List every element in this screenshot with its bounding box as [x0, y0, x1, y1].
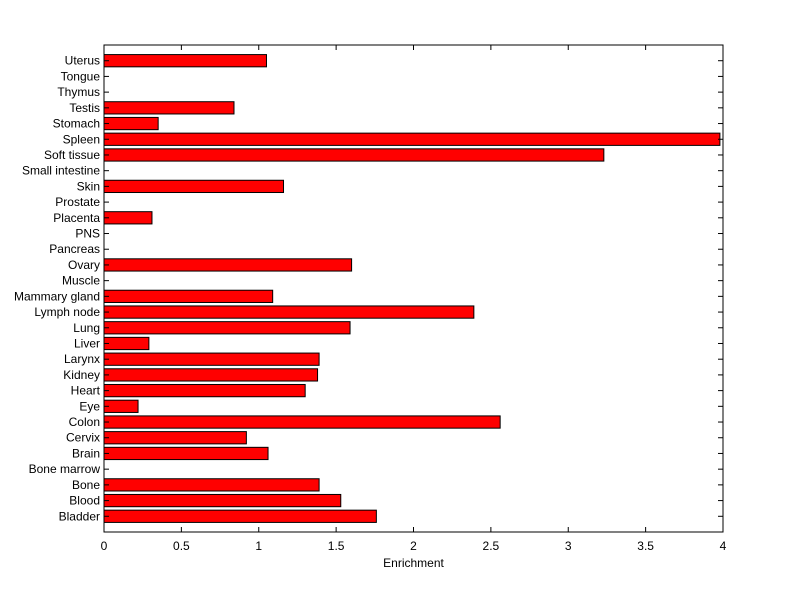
y-tick-label: Testis — [69, 101, 100, 115]
y-tick-label: Ovary — [68, 258, 100, 272]
bar-colon — [103, 415, 501, 429]
y-tick-label: Prostate — [55, 195, 100, 209]
y-tick-label: Eye — [79, 399, 100, 413]
x-tick-label: 1.5 — [328, 539, 345, 553]
bar-lymph-node — [103, 305, 475, 319]
y-tick-label: Small intestine — [22, 164, 100, 178]
y-tick-label: Liver — [74, 336, 100, 350]
bar-uterus — [103, 54, 267, 68]
bar-brain — [103, 446, 269, 461]
bar-soft-tissue — [103, 148, 605, 162]
y-tick-label: Bladder — [59, 509, 100, 523]
y-tick-label: Kidney — [63, 368, 100, 382]
x-axis-label: Enrichment — [383, 556, 444, 570]
x-tick-label: 3.5 — [637, 539, 654, 553]
bar-cervix — [103, 431, 247, 445]
bar-stomach — [103, 116, 159, 131]
x-tick-label: 1 — [255, 539, 262, 553]
x-tick-label: 4 — [720, 539, 727, 553]
y-tick-label: Lung — [73, 321, 100, 335]
y-tick-label: Pancreas — [49, 242, 100, 256]
bar-bladder — [103, 509, 377, 523]
x-tick-label: 0.5 — [173, 539, 190, 553]
bar-heart — [103, 383, 306, 398]
bar-eye — [103, 399, 139, 413]
y-tick-label: Bone marrow — [29, 462, 101, 476]
y-tick-label: Bone — [72, 478, 100, 492]
y-tick-label: Thymus — [57, 85, 100, 99]
y-tick-label: Uterus — [65, 54, 100, 68]
y-tick-label: Skin — [77, 179, 100, 193]
y-tick-label: Brain — [72, 446, 100, 460]
bar-kidney — [103, 368, 319, 382]
bar-larynx — [103, 352, 320, 366]
x-tick-label: 3 — [565, 539, 572, 553]
bar-blood — [103, 493, 342, 508]
y-tick-label: Mammary gland — [14, 289, 100, 303]
y-tick-label: Larynx — [64, 352, 100, 366]
y-tick-label: Lymph node — [34, 305, 100, 319]
y-tick-label: PNS — [75, 227, 100, 241]
x-tick-label: 2 — [410, 539, 417, 553]
bar-spleen — [103, 132, 721, 146]
bar-liver — [103, 336, 150, 351]
y-tick-label: Colon — [69, 415, 100, 429]
bar-mammary-gland — [103, 289, 274, 303]
y-tick-label: Placenta — [53, 211, 100, 225]
x-tick-label: 2.5 — [483, 539, 500, 553]
y-tick-label: Cervix — [66, 431, 100, 445]
y-axis-ticks — [104, 60, 723, 517]
x-axis-ticks — [103, 45, 724, 532]
y-tick-label: Soft tissue — [44, 148, 100, 162]
bar-skin — [103, 179, 285, 194]
bar-placenta — [103, 211, 153, 225]
x-axis-tick-labels: 0 0.5 1 1.5 2 2.5 3 3.5 4 — [101, 539, 727, 553]
bar-lung — [103, 321, 351, 335]
y-tick-label: Tongue — [61, 69, 101, 83]
y-tick-label: Blood — [69, 494, 100, 508]
bar-bone — [103, 478, 320, 492]
y-tick-label: Stomach — [53, 117, 100, 131]
x-tick-label: 0 — [101, 539, 108, 553]
y-tick-label: Spleen — [63, 132, 100, 146]
bar-ovary — [103, 258, 353, 272]
bar-testis — [103, 101, 235, 115]
bar-group — [103, 54, 721, 523]
y-tick-label: Muscle — [62, 274, 100, 288]
y-tick-label: Heart — [71, 384, 101, 398]
